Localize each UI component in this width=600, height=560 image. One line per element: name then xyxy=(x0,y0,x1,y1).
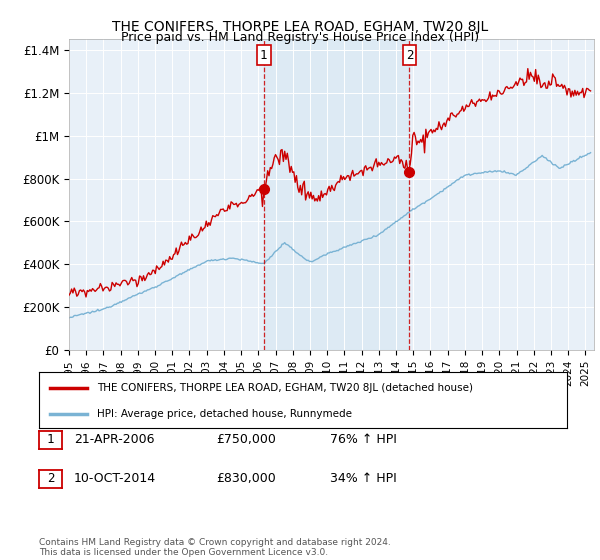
Text: 1: 1 xyxy=(47,433,54,446)
Text: 10-OCT-2014: 10-OCT-2014 xyxy=(74,472,156,486)
Text: HPI: Average price, detached house, Runnymede: HPI: Average price, detached house, Runn… xyxy=(97,409,352,419)
Text: 76% ↑ HPI: 76% ↑ HPI xyxy=(330,433,397,446)
Text: THE CONIFERS, THORPE LEA ROAD, EGHAM, TW20 8JL (detached house): THE CONIFERS, THORPE LEA ROAD, EGHAM, TW… xyxy=(97,383,473,393)
Text: 21-APR-2006: 21-APR-2006 xyxy=(74,433,154,446)
Text: THE CONIFERS, THORPE LEA ROAD, EGHAM, TW20 8JL: THE CONIFERS, THORPE LEA ROAD, EGHAM, TW… xyxy=(112,20,488,34)
Text: Price paid vs. HM Land Registry's House Price Index (HPI): Price paid vs. HM Land Registry's House … xyxy=(121,31,479,44)
Text: £750,000: £750,000 xyxy=(216,433,276,446)
Text: Contains HM Land Registry data © Crown copyright and database right 2024.
This d: Contains HM Land Registry data © Crown c… xyxy=(39,538,391,557)
Bar xyxy=(263,39,409,350)
Text: 1: 1 xyxy=(260,49,268,62)
Text: 2: 2 xyxy=(406,49,413,62)
Text: 34% ↑ HPI: 34% ↑ HPI xyxy=(330,472,397,486)
Text: £830,000: £830,000 xyxy=(216,472,276,486)
Text: 2: 2 xyxy=(47,472,54,486)
